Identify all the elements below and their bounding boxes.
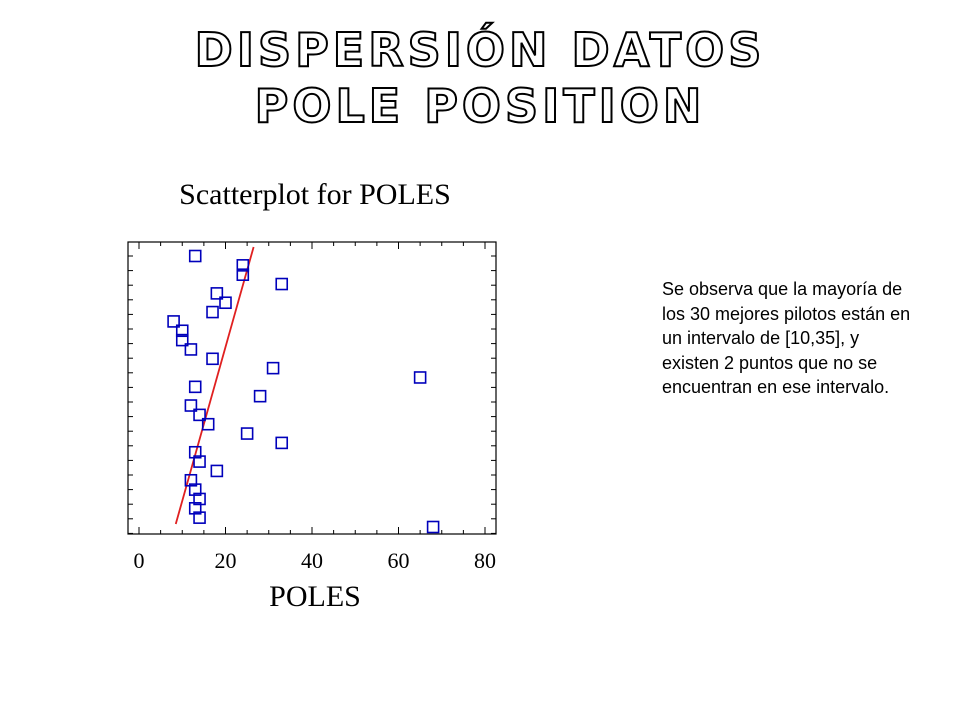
data-point — [206, 352, 219, 366]
x-tick-label: 40 — [301, 548, 323, 573]
data-point — [275, 277, 289, 291]
data-point — [210, 287, 224, 300]
x-tick-label: 20 — [215, 548, 237, 573]
x-axis-label: POLES — [269, 580, 361, 613]
data-point — [253, 389, 267, 403]
data-point — [275, 436, 289, 450]
data-point — [240, 427, 254, 440]
data-point — [236, 268, 250, 281]
data-point — [175, 333, 189, 347]
data-point — [193, 408, 206, 422]
data-point — [210, 464, 224, 478]
observation-note: Se observa que la mayoría de los 30 mejo… — [662, 279, 911, 397]
data-point — [184, 343, 198, 356]
data-point — [188, 445, 202, 459]
data-point — [188, 483, 202, 496]
data-point — [413, 371, 427, 384]
trend-line — [174, 246, 255, 525]
data-point — [175, 324, 189, 338]
x-tick-label: 80 — [474, 548, 496, 573]
data-point — [188, 380, 202, 394]
data-point — [188, 502, 202, 515]
data-point — [167, 315, 180, 328]
x-tick-label: 0 — [134, 548, 145, 573]
data-point — [266, 361, 280, 375]
chart-title: Scatterplot for POLES — [179, 178, 451, 211]
slide-title-line-1: DISPERSIÓN DATOS — [194, 22, 766, 78]
data-point — [201, 417, 215, 431]
data-point — [426, 520, 440, 534]
data-point — [184, 399, 198, 412]
slide-title: DISPERSIÓN DATOS POLE POSITION — [0, 22, 960, 134]
slide-title-line-2: POLE POSITION — [254, 78, 706, 134]
data-point — [188, 249, 202, 263]
x-tick-label: 60 — [388, 548, 410, 573]
data-point — [193, 455, 206, 468]
data-point — [193, 511, 206, 524]
data-point — [184, 473, 198, 487]
data-point — [206, 305, 219, 319]
data-point — [219, 296, 232, 310]
data-point — [193, 492, 206, 506]
plot-frame — [127, 241, 497, 535]
data-point — [236, 259, 250, 272]
